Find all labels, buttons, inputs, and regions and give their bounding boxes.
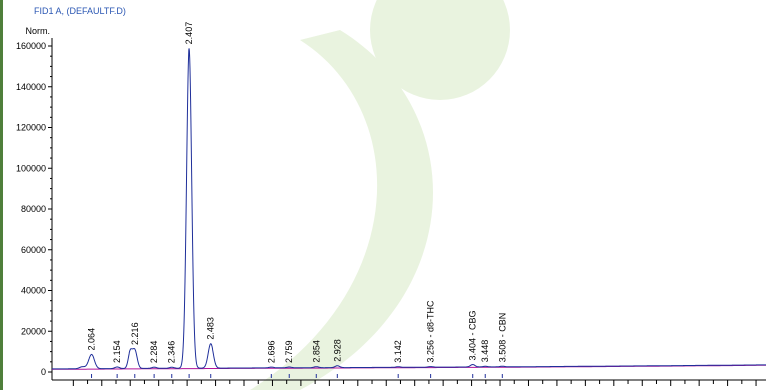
peak-label: 2.346: [167, 341, 177, 364]
y-tick-label: 120000: [16, 123, 46, 133]
y-tick-label: 20000: [21, 326, 46, 336]
y-axis-title: Norm.: [26, 26, 51, 36]
watermark-arc: [250, 30, 434, 390]
peak-label: 2.696: [266, 341, 276, 364]
peak-label: 2.928: [332, 339, 342, 362]
peak-label: 3.508 - CBN: [497, 313, 507, 363]
chromatogram-trace: [52, 48, 766, 370]
peak-label: 3.404 - CBG: [468, 310, 478, 360]
peak-label: 2.759: [284, 340, 294, 363]
peak-label: 2.284: [149, 341, 159, 364]
y-tick-label: 80000: [21, 204, 46, 214]
peak-label: 2.154: [112, 340, 122, 363]
peak-label: 2.216: [130, 322, 140, 345]
y-tick-label: 60000: [21, 245, 46, 255]
y-tick-label: 160000: [16, 41, 46, 51]
watermark-circle: [370, 0, 510, 100]
y-tick-label: 100000: [16, 163, 46, 173]
peak-label: 3.142: [393, 340, 403, 363]
left-accent-bar: [0, 0, 3, 390]
peak-label: 3.256 - d8-THC: [426, 300, 436, 363]
peak-label: 2.483: [206, 317, 216, 340]
peak-label: 2.407: [184, 22, 194, 45]
peak-label: 3.448: [480, 340, 490, 363]
peak-label: 2.854: [311, 340, 321, 363]
y-tick-label: 0: [41, 367, 46, 377]
peak-label: 2.064: [87, 328, 97, 351]
y-tick-label: 140000: [16, 82, 46, 92]
y-tick-label: 40000: [21, 286, 46, 296]
signal-label: FID1 A, (DEFAULTF.D): [34, 6, 126, 16]
